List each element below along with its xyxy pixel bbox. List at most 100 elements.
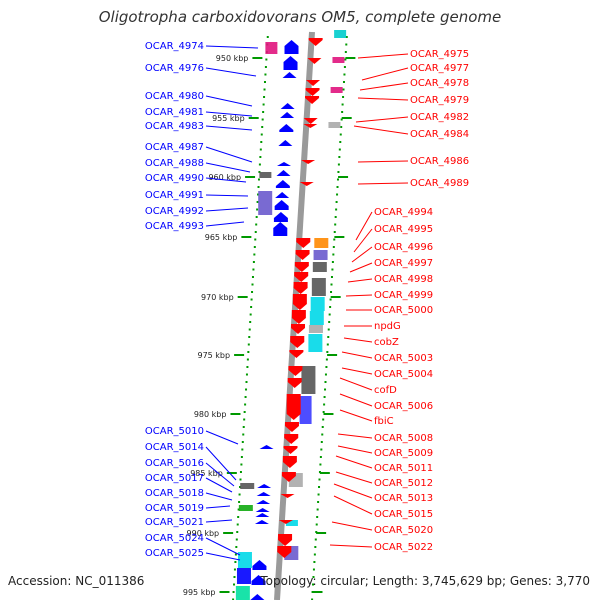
forward-gene-label: OCAR_5019 [145, 503, 204, 514]
forward-gene-arrow [250, 594, 265, 600]
forward-label-leader [205, 207, 249, 212]
feature-block [259, 172, 272, 178]
forward-gene-arrow [257, 484, 272, 488]
tick-dot [243, 418, 246, 421]
genome-summary: Topology: circular; Length: 3,745,629 bp… [260, 574, 590, 588]
tick-dot [240, 463, 243, 466]
feature-block [285, 520, 298, 526]
tick-dot [236, 523, 239, 526]
tick-dot [312, 583, 315, 586]
reverse-gene-label: OCAR_5004 [374, 369, 433, 380]
reverse-label-leader [337, 445, 373, 454]
reverse-gene-label: OCAR_5008 [374, 433, 433, 444]
tick-dot [233, 576, 236, 578]
feature-block [235, 586, 250, 600]
reverse-gene-arrow [291, 310, 306, 324]
tick-dot [262, 103, 265, 106]
tick-dot [266, 36, 269, 38]
tick-dot [232, 591, 235, 593]
feature-block [308, 325, 323, 333]
reverse-label-leader [339, 393, 373, 407]
forward-label-leader [205, 221, 245, 227]
forward-label-leader [205, 519, 233, 523]
reverse-label-leader [341, 367, 373, 375]
forward-label-leader [205, 492, 233, 501]
forward-label-leader [205, 45, 259, 49]
reverse-label-leader [337, 433, 373, 439]
forward-gene-label: OCAR_5025 [145, 548, 204, 559]
tick-dot [340, 118, 343, 121]
forward-label-leader [205, 177, 247, 183]
reverse-gene-label: OCAR_5015 [374, 509, 433, 520]
tick-dot [256, 201, 259, 203]
tick-dot [316, 516, 319, 518]
tick-dot [239, 478, 242, 481]
tick-dot [337, 171, 340, 173]
tick-dot [323, 396, 326, 398]
tick-dot [260, 133, 263, 136]
forward-label-leader [205, 537, 241, 556]
tick-dot [254, 231, 257, 233]
tick-dot [336, 186, 339, 188]
tick-dot [341, 111, 344, 113]
tick-dot [261, 118, 264, 121]
reverse-label-leader [341, 351, 373, 359]
tick-dot [259, 148, 262, 151]
tick-dot [331, 268, 334, 271]
tick-dot [264, 66, 267, 68]
tick-dot [337, 163, 340, 166]
reverse-label-leader [345, 294, 373, 297]
tick-dot [335, 201, 338, 203]
tick-dot [342, 96, 345, 98]
reverse-gene-label: cofD [374, 385, 397, 396]
reverse-gene-arrows [277, 38, 323, 558]
forward-gene-label: OCAR_5016 [145, 458, 204, 469]
reverse-label-leader [357, 160, 409, 163]
reverse-gene-arrow [284, 422, 299, 432]
reverse-gene-label: OCAR_4994 [374, 207, 433, 218]
forward-gene-label: OCAR_4992 [145, 206, 204, 217]
feature-block [311, 278, 326, 296]
reverse-gene-arrow [288, 366, 303, 376]
tick-dot [318, 478, 321, 481]
scale-tick-label: 990 kbp [187, 529, 220, 538]
reverse-gene-arrow [277, 546, 292, 558]
reverse-gene-arrow [292, 294, 307, 310]
tick-dot [248, 328, 251, 331]
reverse-gene-label: OCAR_4997 [374, 258, 433, 269]
tick-dot [339, 141, 342, 143]
reverse-label-leader [357, 182, 409, 185]
reverse-label-leader [359, 82, 409, 91]
tick-dot [329, 306, 332, 308]
scale-tick-label: 985 kbp [190, 469, 223, 478]
tick-dot [251, 291, 254, 293]
forward-gene-label: OCAR_5021 [145, 517, 204, 528]
forward-gene-arrow [255, 513, 270, 517]
tick-dot [343, 73, 346, 76]
tick-dot [324, 388, 327, 391]
reverse-gene-arrow [287, 378, 302, 388]
tick-dot [235, 538, 238, 541]
tick-dot [325, 358, 328, 361]
tick-dot [240, 456, 243, 458]
reverse-gene-label: OCAR_5009 [374, 448, 433, 459]
reverse-gene-arrow [296, 238, 311, 248]
tick-dot [236, 531, 239, 533]
forward-gene-arrow [251, 575, 266, 585]
tick-dot [326, 343, 329, 346]
reverse-gene-label: OCAR_5000 [374, 305, 433, 316]
reverse-label-leader [335, 471, 373, 484]
tick-dot [338, 148, 341, 151]
tick-dot [255, 223, 258, 226]
tick-dot [256, 208, 259, 211]
reverse-gene-label: OCAR_4979 [410, 95, 469, 106]
tick-dot [321, 426, 324, 428]
tick-dot [345, 43, 348, 46]
tick-dot [330, 276, 333, 278]
tick-dot [243, 411, 246, 413]
reverse-gene-arrow [290, 336, 305, 348]
forward-gene-arrows [250, 40, 299, 600]
tick-dot [338, 156, 341, 158]
tick-dot [331, 261, 334, 263]
tick-dot [246, 366, 249, 368]
